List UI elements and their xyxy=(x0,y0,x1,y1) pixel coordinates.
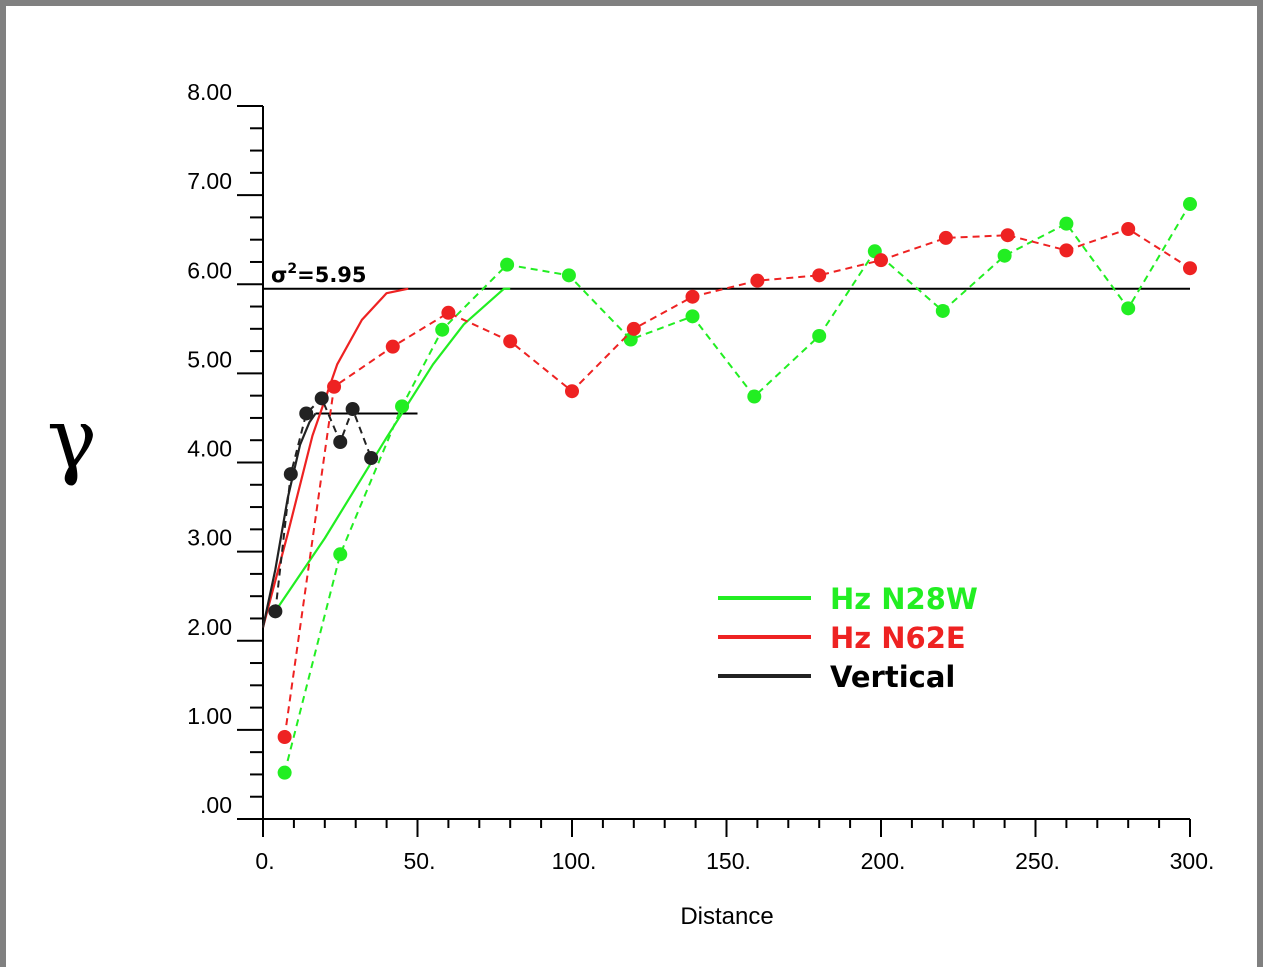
variogram-chart: .00 1.00 2.00 3.00 4.00 5.00 6.00 7.00 8.00 0. 50… xyxy=(47,79,1214,930)
data-point-hz-n28w xyxy=(685,309,700,324)
data-point-hz-n62e xyxy=(441,305,456,320)
data-point-hz-n28w xyxy=(1059,216,1074,231)
legend-label-hz-n28w: Hz N28W xyxy=(830,582,978,616)
data-point-hz-n62e xyxy=(938,230,953,245)
data-point-hz-n28w xyxy=(935,303,950,318)
y-ticks: .00 1.00 2.00 3.00 4.00 5.00 6.00 7.00 8.00 xyxy=(187,79,263,820)
model-curve-hz-n62e xyxy=(261,287,409,628)
sill-line-group xyxy=(263,287,1190,415)
data-point-hz-n62e xyxy=(685,289,700,304)
y-tick-label: 5.00 xyxy=(187,346,232,372)
y-tick-label: 3.00 xyxy=(187,525,232,551)
data-point-hz-n28w xyxy=(747,389,762,404)
data-point-hz-n62e xyxy=(503,334,518,349)
y-tick-label: 1.00 xyxy=(187,703,232,729)
data-point-hz-n28w xyxy=(1121,301,1136,316)
model-curves xyxy=(261,287,511,628)
data-point-vertical xyxy=(299,406,314,421)
data-point-hz-n28w xyxy=(1183,197,1197,212)
data-point-hz-n62e xyxy=(1000,228,1015,243)
data-point-hz-n62e xyxy=(565,384,579,399)
data-point-hz-n62e xyxy=(277,730,292,745)
data-point-hz-n28w xyxy=(500,257,515,272)
x-tick-label: 50. xyxy=(404,848,436,874)
data-point-hz-n62e xyxy=(1121,221,1136,236)
x-tick-label: 200. xyxy=(861,848,906,874)
x-tick-label: 0. xyxy=(255,848,274,874)
data-point-hz-n28w xyxy=(997,248,1012,263)
data-point-hz-n28w xyxy=(395,399,410,414)
model-curve-vertical xyxy=(261,412,317,628)
y-tick-label: 8.00 xyxy=(187,79,232,105)
experimental-line-vertical xyxy=(274,396,373,612)
data-point-hz-n62e xyxy=(874,253,888,268)
axes xyxy=(262,106,1190,820)
experimental-line-hz-n28w xyxy=(283,203,1191,773)
data-point-hz-n62e xyxy=(812,268,827,283)
x-ticks: 0. 50. 100. 150. 200. 250. 300. xyxy=(255,819,1214,874)
data-point-vertical xyxy=(364,451,379,466)
data-point-vertical xyxy=(333,435,348,450)
legend-label-hz-n62e: Hz N62E xyxy=(830,621,966,655)
data-point-vertical xyxy=(283,467,298,482)
y-tick-label: 4.00 xyxy=(187,436,232,462)
x-tick-label: 250. xyxy=(1015,848,1060,874)
experimental-series xyxy=(268,197,1197,780)
x-tick-label: 100. xyxy=(552,848,597,874)
model-curve-hz-n28w xyxy=(271,287,511,617)
data-point-hz-n28w xyxy=(812,328,827,343)
data-point-vertical xyxy=(268,604,283,619)
data-point-hz-n62e xyxy=(1059,243,1074,258)
data-point-vertical xyxy=(345,402,360,417)
sill-label-superscript: 2 xyxy=(287,261,297,277)
data-point-hz-n62e xyxy=(626,321,641,336)
y-tick-label: 2.00 xyxy=(187,614,232,640)
legend-label-vertical: Vertical xyxy=(830,660,955,694)
x-tick-label: 300. xyxy=(1170,848,1215,874)
data-point-hz-n62e xyxy=(327,379,342,394)
experimental-line-hz-n62e xyxy=(283,227,1191,738)
legend: Hz N28W Hz N62E Vertical xyxy=(718,582,978,694)
sill-label-symbol: σ xyxy=(271,263,287,287)
data-point-hz-n62e xyxy=(385,339,400,354)
data-point-hz-n62e xyxy=(750,273,765,288)
y-tick-label: 7.00 xyxy=(187,168,232,194)
data-point-hz-n28w xyxy=(277,765,292,780)
y-axis-title: γ xyxy=(47,390,97,488)
data-point-hz-n62e xyxy=(1183,261,1197,276)
y-tick-label: .00 xyxy=(200,792,232,818)
data-point-hz-n28w xyxy=(561,268,576,283)
data-point-hz-n28w xyxy=(623,332,638,347)
y-tick-label: 6.00 xyxy=(187,257,232,283)
data-point-hz-n28w xyxy=(333,547,348,562)
data-point-hz-n28w xyxy=(435,322,450,337)
sill-label-value: =5.95 xyxy=(297,263,366,287)
x-tick-label: 150. xyxy=(706,848,751,874)
sill-label: σ2=5.95 xyxy=(271,261,367,287)
data-point-vertical xyxy=(314,391,329,406)
x-axis-title: Distance xyxy=(680,903,773,930)
